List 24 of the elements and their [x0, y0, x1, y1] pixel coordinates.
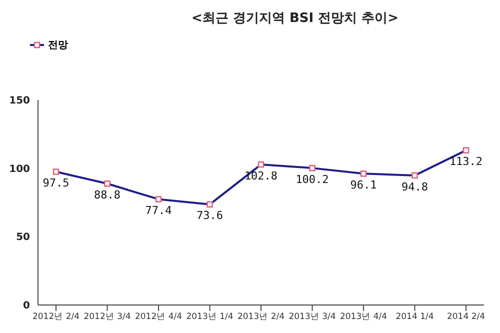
data-label: 102.8 — [244, 169, 278, 182]
y-tick-label: 0 — [23, 300, 30, 312]
legend-label: 전망 — [47, 39, 68, 52]
data-label: 96.1 — [350, 178, 377, 192]
chart-title: <최근 경기지역 BSI 전망치 추이> — [190, 10, 400, 28]
x-tick-label: 2012년 4/4 — [134, 312, 182, 322]
y-tick-label: 100 — [9, 164, 30, 175]
x-tick-label: 2013년 4/4 — [340, 312, 388, 322]
y-tick-label: 50 — [16, 232, 30, 244]
x-tick-label: 2012년 2/4 — [32, 312, 80, 322]
x-tick-label: 2013년 3/4 — [288, 312, 336, 322]
x-tick-label: 2014 2/4 — [446, 312, 486, 322]
data-label: 97.5 — [42, 176, 70, 190]
x-tick-label: 2012년 3/4 — [84, 312, 131, 322]
y-tick-label: 150 — [9, 96, 30, 107]
data-label: 88.8 — [94, 188, 120, 202]
data-label: 77.4 — [145, 204, 172, 218]
x-tick-label: 2014 1/4 — [396, 312, 434, 322]
data-label: 100.2 — [296, 172, 329, 186]
x-tick-label: 2013년 2/4 — [237, 312, 285, 322]
data-label: 94.8 — [402, 180, 428, 194]
x-tick-label: 2013년 1/4 — [186, 312, 234, 322]
data-label: 73.6 — [196, 209, 223, 222]
data-label: 113.2 — [449, 155, 483, 168]
